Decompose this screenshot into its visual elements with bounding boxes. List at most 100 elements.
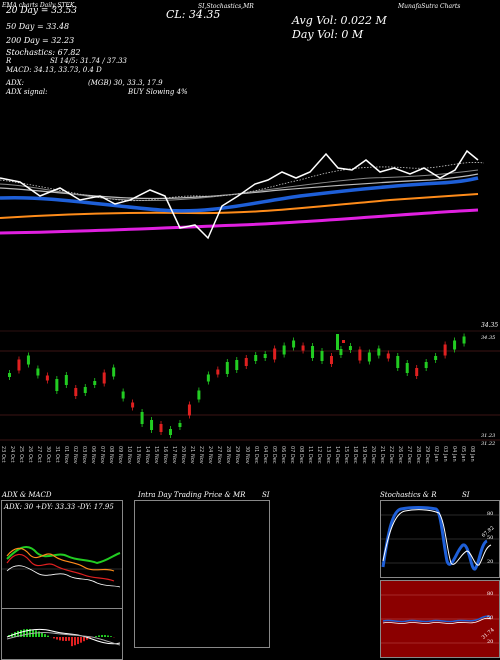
- stoch-tick-80: 80: [487, 511, 494, 517]
- ma200-label: 200 Day = 32.23: [6, 36, 75, 45]
- candle-body: [131, 402, 135, 408]
- date-tick-label: 06 Dec: [279, 446, 286, 464]
- date-axis: 23 Oct 24 Oct 25 Oct 26 Oct 27 Oct 30 Oct 31 O…: [0, 446, 490, 486]
- candle-body: [311, 346, 315, 358]
- macd-hist-bar: [23, 629, 25, 637]
- date-tick-label: 07 Dec: [288, 446, 295, 464]
- stochastics-label: Stochastics: 67.82: [6, 48, 81, 57]
- candle-body: [159, 424, 163, 432]
- adx-label: ADX:: [6, 79, 25, 87]
- date-tick-label: 05 Dec: [270, 446, 277, 464]
- date-tick-label: 28 Nov: [225, 446, 232, 464]
- date-tick-label: 20 Dec: [369, 446, 376, 464]
- candle-body: [93, 381, 97, 385]
- candle-body: [178, 423, 182, 427]
- candle-body: [121, 391, 125, 399]
- date-tick-label: 02 Jan: [432, 446, 439, 462]
- candle-body: [64, 375, 68, 385]
- minus-di-line: [6, 553, 115, 582]
- date-tick-label: 27 Nov: [216, 446, 223, 464]
- candle-body: [45, 375, 49, 381]
- ma50-label: 50 Day = 33.48: [6, 22, 70, 31]
- candle-body: [36, 368, 40, 376]
- candle-body: [443, 344, 447, 356]
- macd-line: [6, 628, 121, 645]
- candle-body: [83, 387, 87, 393]
- stoch-d-line: [382, 509, 492, 566]
- macd-panel: [1, 608, 123, 660]
- date-tick-label: 04 Jan: [450, 446, 457, 462]
- close-price-label: CL: 34.35: [166, 8, 221, 21]
- candle-body: [263, 354, 267, 358]
- candle-body: [462, 336, 466, 344]
- macd-hist-bar: [77, 637, 79, 645]
- candle-body: [434, 356, 438, 360]
- macd-hist-bar: [35, 630, 37, 637]
- date-tick-label: 24 Nov: [207, 446, 214, 464]
- candle-body: [348, 346, 352, 350]
- macd-hist-bar: [83, 637, 85, 642]
- macd-hist-bar: [86, 637, 88, 640]
- date-tick-label: 18 Dec: [351, 446, 358, 464]
- candle-body: [273, 348, 277, 360]
- day-volume-label: Day Vol: 0 M: [292, 28, 364, 41]
- date-tick-label: 17 Nov: [171, 446, 178, 464]
- macd-hist-bar: [65, 637, 67, 641]
- macd-hist-bar: [17, 630, 19, 637]
- stoch-tick-50: 50: [487, 535, 494, 541]
- candle-body: [244, 358, 248, 366]
- candle-body: [320, 351, 324, 361]
- macd-hist-bar: [104, 635, 106, 637]
- date-tick-label: 05 Jan: [459, 446, 466, 462]
- date-tick-label: 21 Dec: [378, 446, 385, 464]
- candlestick-group: [8, 333, 466, 438]
- date-tick-label: 30 Nov: [243, 446, 250, 464]
- date-tick-label: 27 Oct: [36, 446, 43, 463]
- ma50-line: [0, 176, 479, 213]
- macd-hist-bar: [53, 637, 55, 639]
- intraday-panel: [134, 500, 270, 648]
- adx-value-label: (MGB) 30, 33.3, 17.9: [88, 79, 163, 87]
- candle-body: [282, 345, 286, 355]
- date-tick-label: 26 Dec: [396, 446, 403, 464]
- date-tick-label: 06 Nov: [90, 446, 97, 464]
- date-tick-label: 14 Dec: [333, 446, 340, 464]
- candle-body: [225, 362, 229, 374]
- rsi-prefix: R: [6, 57, 12, 65]
- date-tick-label: 01 Nov: [63, 446, 70, 464]
- adx-white-line: [6, 565, 121, 588]
- date-tick-label: 03 Nov: [81, 446, 88, 464]
- rsi-tick-80: 80: [487, 591, 494, 597]
- candle-body: [339, 349, 343, 355]
- candle-body: [168, 429, 172, 435]
- candle-body: [235, 360, 239, 370]
- date-tick-label: 02 Nov: [72, 446, 79, 464]
- price-line: [0, 149, 479, 240]
- rsi-label: SI 14/5: 31.74 / 37.33: [50, 57, 127, 65]
- ma200-line: [0, 208, 479, 235]
- date-tick-label: 08 Nov: [108, 446, 115, 464]
- date-tick-label: 08 Dec: [297, 446, 304, 464]
- date-tick-label: 29 Dec: [423, 446, 430, 464]
- candle-body: [342, 340, 345, 343]
- date-tick-label: 19 Dec: [360, 446, 367, 464]
- date-tick-label: 27 Dec: [405, 446, 412, 464]
- candle-body: [197, 390, 201, 400]
- rsi-tick-20: 20: [487, 639, 494, 645]
- chart-site-label: MunafaSutra Charts: [398, 3, 461, 10]
- price-high-label: 34.35: [481, 335, 496, 341]
- date-tick-label: 22 Nov: [198, 446, 205, 464]
- candle-body: [377, 348, 381, 356]
- date-tick-label: 15 Dec: [342, 446, 349, 464]
- macd-hist-bar: [20, 629, 22, 637]
- adx-panel-title: ADX & MACD: [2, 491, 52, 499]
- date-tick-label: 14 Nov: [144, 446, 151, 464]
- date-tick-label: 01 Dec: [252, 446, 259, 464]
- candle-body: [206, 374, 210, 382]
- candle-body: [301, 345, 305, 351]
- macd-hist-bar: [44, 634, 46, 637]
- candle-body: [17, 359, 21, 371]
- macd-hist-bar: [98, 635, 100, 637]
- macd-hist-bar: [110, 636, 112, 637]
- date-tick-label: 16 Nov: [162, 446, 169, 464]
